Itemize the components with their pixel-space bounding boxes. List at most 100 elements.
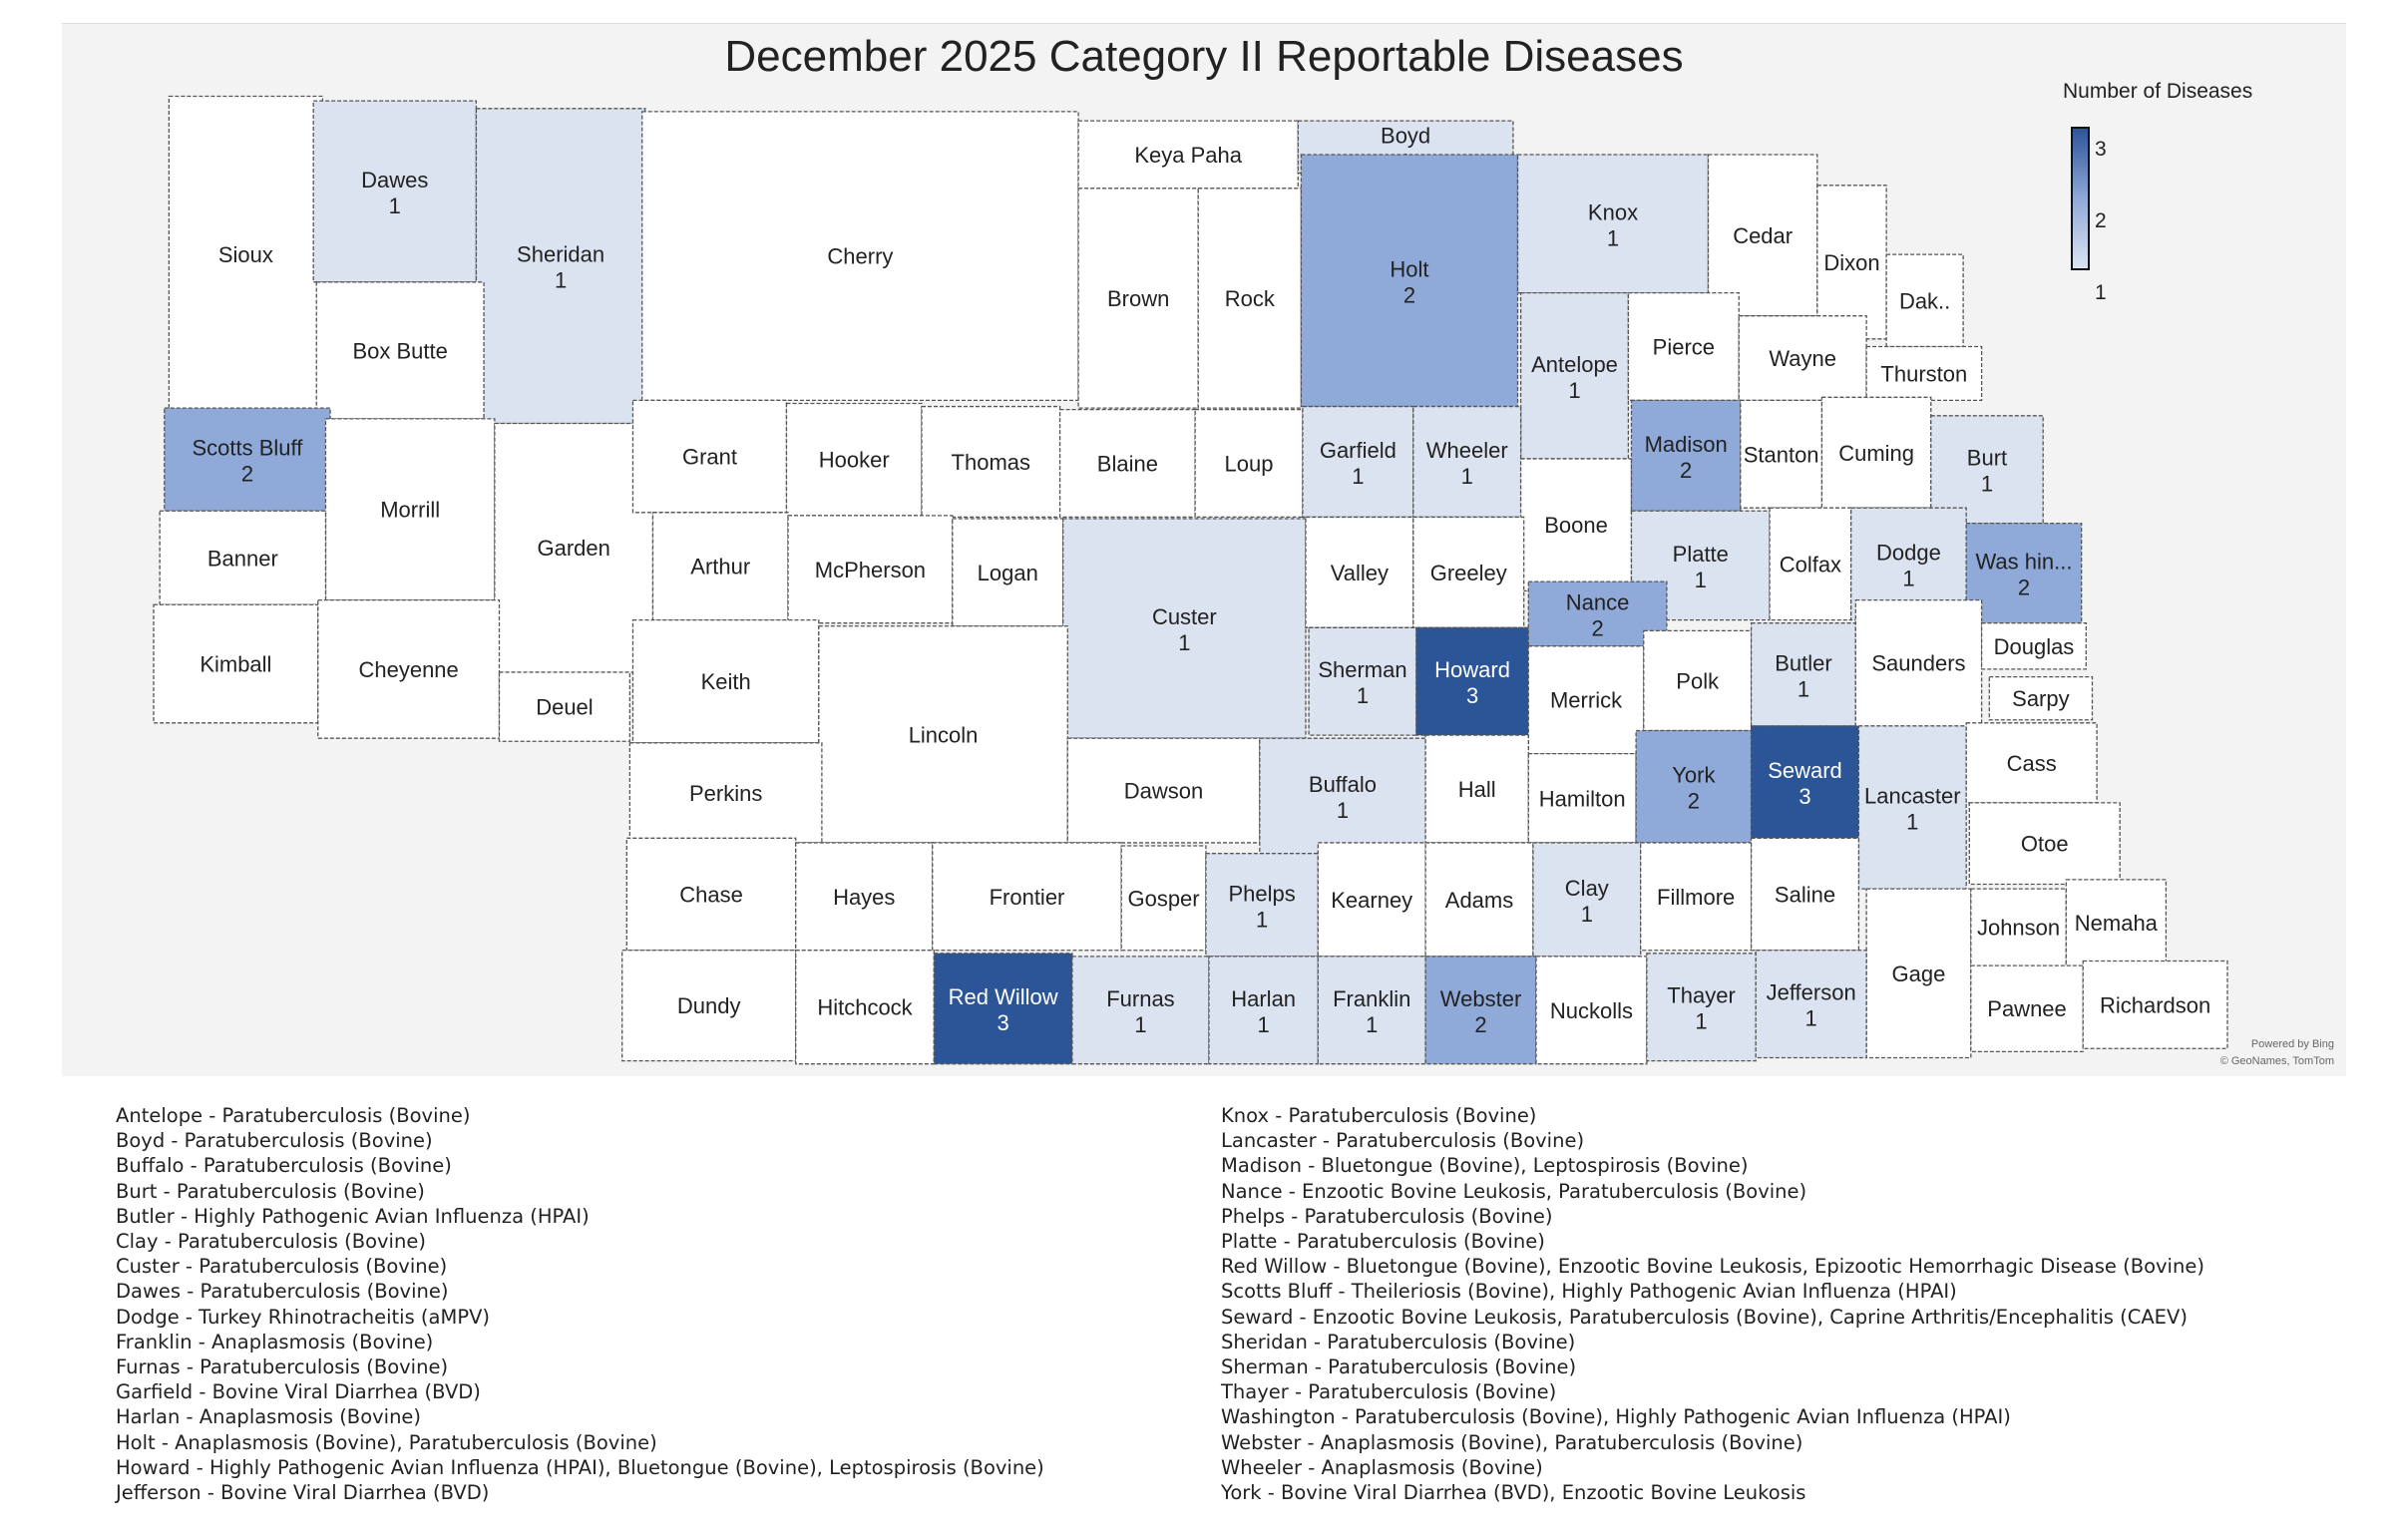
county-shape[interactable] [475,108,646,425]
county-shape[interactable] [1646,953,1757,1062]
county-logan[interactable]: Logan [952,518,1064,627]
county-perkins[interactable]: Perkins [628,742,823,844]
county-shape[interactable] [159,510,327,605]
county-frontier[interactable]: Frontier [932,842,1122,952]
county-shape[interactable] [1519,291,1630,460]
county-shape[interactable] [1424,956,1537,1065]
county-dak-[interactable]: Dak.. [1885,253,1964,348]
county-shape[interactable] [1970,964,2084,1053]
county-kimball[interactable]: Kimball [153,603,319,724]
county-banner[interactable]: Banner [159,510,327,605]
county-shape[interactable] [1077,188,1199,409]
county-shape[interactable] [1965,522,2083,624]
county-shape[interactable] [1535,956,1648,1065]
county-shape[interactable] [641,111,1079,402]
county-shape[interactable] [1194,408,1304,519]
county-shape[interactable] [1930,415,2044,525]
county-grant[interactable]: Grant [631,399,788,514]
county-shape[interactable] [1740,399,1823,509]
county-shape[interactable] [1302,405,1414,519]
county-shape[interactable] [1750,725,1860,839]
county-shape[interactable] [324,418,496,601]
county-shape[interactable] [1308,626,1417,736]
county-shape[interactable] [2082,960,2228,1049]
county-shape[interactable] [1527,645,1645,755]
county-cheyenne[interactable]: Cheyenne [317,598,501,739]
county-otoe[interactable]: Otoe [1968,802,2121,886]
county-shape[interactable] [1058,408,1196,519]
county-cherry[interactable]: Cherry [641,111,1079,402]
county-shape[interactable] [1627,291,1740,402]
county-shape[interactable] [795,842,934,952]
county-hayes[interactable]: Hayes [795,842,934,952]
county-sioux[interactable]: Sioux [168,95,324,414]
county-shape[interactable] [1066,737,1261,844]
county-shape[interactable] [933,953,1073,1065]
county-shape[interactable] [1062,518,1307,739]
county-hall[interactable]: Hall [1424,734,1529,844]
county-shape[interactable] [1415,626,1529,736]
county-shape[interactable] [494,422,654,673]
county-shape[interactable] [1820,396,1932,509]
county-shape[interactable] [1988,675,2094,721]
county-nuckolls[interactable]: Nuckolls [1535,956,1648,1065]
county-shape[interactable] [1532,842,1642,958]
county-keya-paha[interactable]: Keya Paha [1077,120,1299,190]
county-shape[interactable] [1317,956,1426,1065]
county-was-hin-[interactable]: Was hin...2 [1965,522,2083,624]
county-greeley[interactable]: Greeley [1412,516,1525,628]
county-garden[interactable]: Garden [494,422,654,673]
county-dundy[interactable]: Dundy [621,950,797,1062]
county-colfax[interactable]: Colfax [1769,507,1852,621]
county-hooker[interactable]: Hooker [785,402,923,517]
county-cedar[interactable]: Cedar [1707,154,1818,317]
county-johnson[interactable]: Johnson [1970,888,2067,966]
county-gosper[interactable]: Gosper [1120,845,1207,952]
county-shape[interactable] [952,518,1064,627]
county-mcpherson[interactable]: McPherson [787,515,954,624]
county-pawnee[interactable]: Pawnee [1970,964,2084,1053]
county-shape[interactable] [1516,154,1710,294]
county-shape[interactable] [1424,842,1534,958]
county-shape[interactable] [498,671,631,742]
county-shape[interactable] [1865,345,1983,402]
county-shape[interactable] [1305,516,1414,628]
county-shape[interactable] [787,515,954,624]
county-loup[interactable]: Loup [1194,408,1304,519]
county-thomas[interactable]: Thomas [921,405,1061,519]
county-wayne[interactable]: Wayne [1738,315,1867,402]
county-gage[interactable]: Gage [1865,888,1972,1059]
county-cass[interactable]: Cass [1965,722,2098,804]
county-hamilton[interactable]: Hamilton [1527,752,1637,844]
county-dawson[interactable]: Dawson [1066,737,1261,844]
county-stanton[interactable]: Stanton [1740,399,1823,509]
county-shape[interactable] [1640,842,1753,952]
county-shape[interactable] [651,512,789,621]
county-sarpy[interactable]: Sarpy [1988,675,2094,721]
county-shape[interactable] [1300,154,1519,408]
county-shape[interactable] [312,100,478,283]
county-shape[interactable] [1750,837,1860,952]
county-shape[interactable] [625,837,797,952]
county-polk[interactable]: Polk [1643,629,1753,732]
county-dixon[interactable]: Dixon [1816,185,1887,340]
county-cuming[interactable]: Cuming [1820,396,1932,509]
county-deuel[interactable]: Deuel [498,671,631,742]
county-saline[interactable]: Saline [1750,837,1860,952]
county-shape[interactable] [1259,737,1426,855]
